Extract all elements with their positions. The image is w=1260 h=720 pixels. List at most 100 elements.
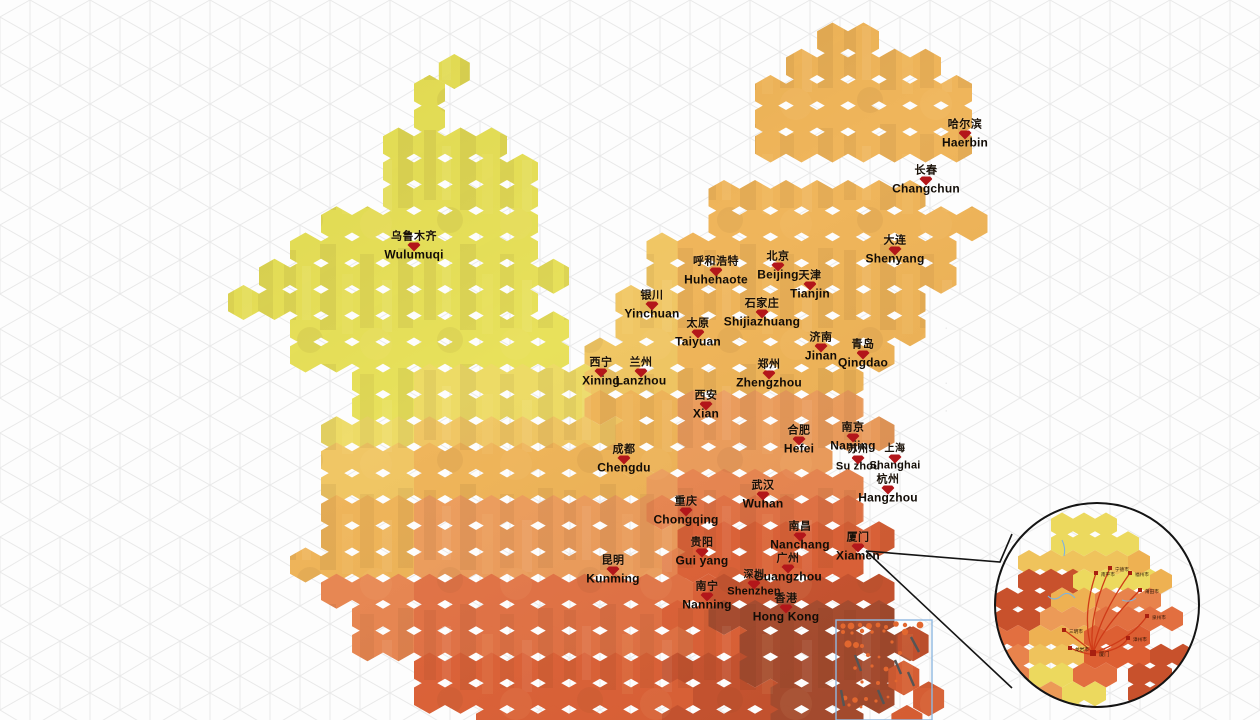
city-pin-icon [846,433,860,443]
sea-island-dot [874,699,878,703]
city-marker-huhehaote[interactable]: 呼和浩特 Huhehaote [684,256,748,287]
sea-island-dot [853,666,857,670]
sea-island-dot [875,622,881,628]
city-marker-changchun[interactable]: 长春 Changchun [892,164,960,196]
sea-island-dot [853,642,859,648]
city-name-en: Shenyang [865,251,925,266]
city-marker-shijiazhuang[interactable]: 石家庄 Shijiazhuang [724,298,800,328]
sea-island-dot [857,622,863,628]
city-marker-guangzhou[interactable]: 广州 Guangzhou [754,552,822,583]
city-marker-nanchang[interactable]: 南昌 Nanchang [770,521,830,551]
inset-hex-tile [1150,700,1172,707]
city-marker-xining[interactable]: 西宁 Xining [582,357,620,387]
city-name-en: Shenzhen [727,585,781,598]
city-marker-nanjing[interactable]: 南京 Nanjing [830,421,876,453]
inset-hex-tile [1117,587,1139,613]
city-marker-shenyang[interactable]: 大连 Shenyang [865,235,925,266]
city-name-en: Tianjin [790,286,830,301]
city-marker-lanzhou[interactable]: 兰州 Lanzhou [616,356,667,387]
city-name-en: Xian [692,406,720,421]
inset-hex-tile [1029,643,1051,669]
city-marker-kunming[interactable]: 昆明 Kunming [586,554,639,585]
city-name-en: Hefei [783,441,815,456]
inset-origin-label: 厦门 [1099,650,1109,658]
city-marker-chengdu[interactable]: 成都 Chengdu [597,444,650,474]
inset-hex-tile [1040,568,1062,594]
city-pin-icon [634,368,648,378]
inset-hex-tile [1018,568,1040,594]
city-marker-wuhan[interactable]: 武汉 Wuhan [743,480,784,510]
city-name-en: Gui yang [675,553,729,568]
inset-flow-line [1092,637,1129,654]
city-pin-icon [606,566,620,576]
city-name-cn: 厦门 [846,531,870,544]
sea-island-dot [866,623,872,629]
magnifier-connector [865,533,1013,689]
city-name-cn: 兰州 [629,356,653,369]
inset-hex-tile [1150,568,1172,594]
city-marker-shanghai[interactable]: 上海 Shanghai [869,444,920,472]
inset-city-label: 宁德市 [1115,566,1129,573]
city-marker-yinchuan[interactable]: 银川 Yinchuan [624,290,679,320]
city-marker-tianjin[interactable]: 天津 Tianjin [790,270,830,301]
city-name-en: Huhehaote [684,272,748,287]
city-name-en: Nanjing [830,438,876,453]
city-name-cn: 合肥 [787,424,811,437]
city-name-cn: 广州 [776,552,800,565]
inset-origin-dot [1090,650,1096,656]
city-marker-xiamen[interactable]: 厦门 Xiamen [836,531,880,563]
inset-flow-line [1086,572,1097,654]
city-name-cn: 南京 [841,421,865,434]
inset-hex-tile [996,587,1018,613]
sea-island-dot [882,629,886,633]
city-name-en: Qingdao [837,355,889,370]
city-marker-haerbin[interactable]: 哈尔滨 Haerbin [941,119,989,150]
sea-island-dot [870,630,874,634]
city-marker-hangzhou[interactable]: 杭州 Hangzhou [858,474,918,504]
city-pin-icon [762,370,776,380]
city-name-en: Xiamen [836,548,880,563]
sea-island-dot [840,623,846,629]
inset-flow-line [1091,567,1111,654]
south-china-sea-inset [835,619,933,720]
inset-city-dot [1138,588,1142,592]
inset-hex-tile [1029,662,1051,688]
city-marker-zhengzhou[interactable]: 郑州 Zhengzhou [736,359,802,390]
city-name-cn: 乌鲁木齐 [391,230,437,243]
city-name-cn: 南宁 [695,580,719,593]
sea-island-dot [877,655,881,659]
city-name-cn: 济南 [809,331,833,344]
inset-hex-tile [1128,700,1150,707]
inset-hex-tile [1095,512,1117,538]
city-marker-hefei[interactable]: 合肥 Hefei [783,424,815,456]
city-name-cn: 西安 [694,389,718,402]
sea-island-dot [916,621,924,629]
city-marker-beijing[interactable]: 北京 Beijing [757,251,799,282]
city-marker-hong-kong[interactable]: 香港 Hong Kong [753,593,819,623]
city-marker-nanning[interactable]: 南宁 Nanning [682,580,731,611]
city-marker-taiyuan[interactable]: 太原 Taiyuan [675,318,721,348]
city-name-en: Changchun [892,181,960,196]
city-marker-shenzhen[interactable]: 深圳 Shenzhen [727,570,781,598]
city-marker-su-zhou[interactable]: 苏州 Su zhou [836,445,880,473]
inset-hex-tile [1095,531,1117,557]
inset-flow-line [1092,572,1131,654]
city-marker-jinan[interactable]: 济南 Jinan [805,331,837,362]
inset-flow-line [1092,615,1148,654]
inset-hex-tile [1029,625,1051,650]
city-name-en: Beijing [757,267,799,282]
city-marker-gui-yang[interactable]: 贵阳 Gui yang [675,537,729,568]
city-name-cn: 长春 [914,164,938,177]
city-marker-xian[interactable]: 西安 Xian [692,389,720,421]
city-marker-qingdao[interactable]: 青岛 Qingdao [837,339,889,370]
inset-hex-tile [1073,568,1095,594]
city-pin-icon [699,401,713,411]
city-marker-chongqing[interactable]: 重庆 Chongqing [653,496,718,526]
city-name-en: Haerbin [941,135,989,150]
sea-island-dot [859,628,865,634]
city-name-cn: 昆明 [601,554,625,567]
city-marker-wulumuqi[interactable]: 乌鲁木齐 Wulumuqi [384,230,443,261]
city-pin-icon [755,309,769,319]
city-name-en: Zhengzhou [736,375,802,390]
